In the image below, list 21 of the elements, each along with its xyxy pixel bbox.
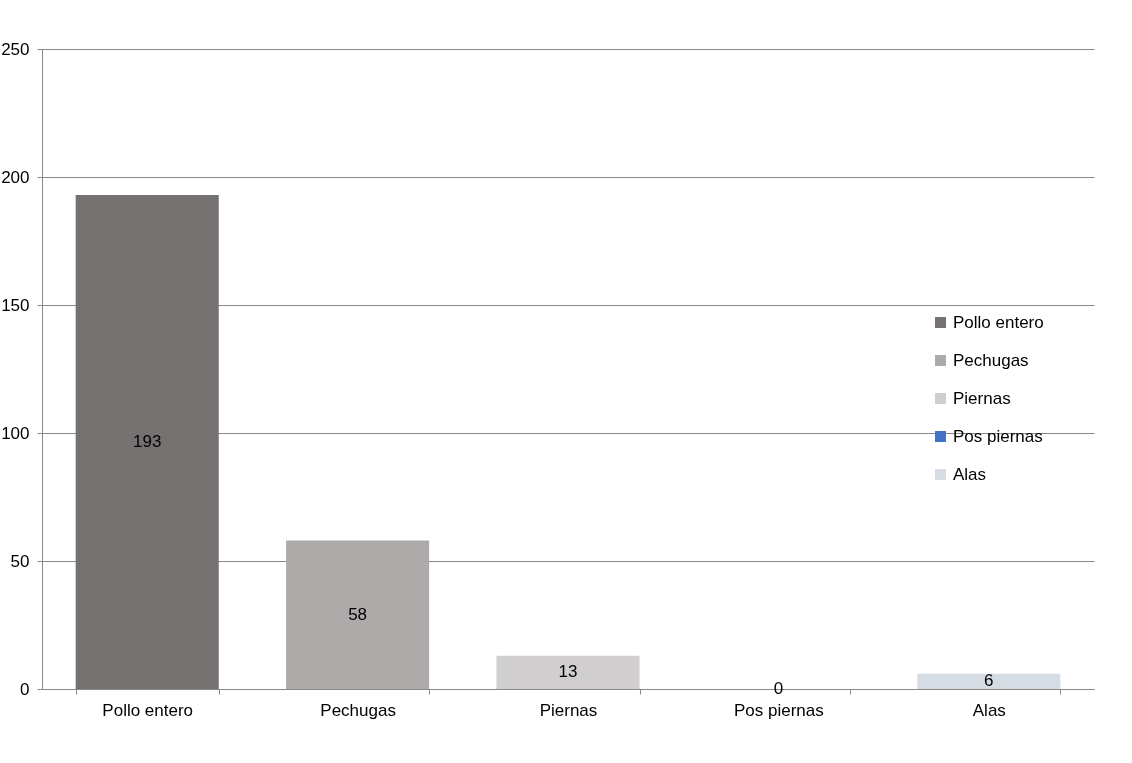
data-label: 193 bbox=[133, 431, 162, 451]
y-tick-label: 250 bbox=[1, 39, 30, 59]
y-tick-label: 200 bbox=[1, 167, 30, 187]
x-tick-label: Alas bbox=[972, 700, 1006, 720]
y-tick-label: 50 bbox=[10, 551, 30, 571]
x-tick-label: Piernas bbox=[539, 700, 598, 720]
y-tick-label: 100 bbox=[1, 423, 30, 443]
data-label: 13 bbox=[558, 662, 578, 682]
x-tick-label: Pos piernas bbox=[734, 700, 824, 720]
data-label: 6 bbox=[984, 671, 994, 691]
x-tick-label: Pollo entero bbox=[102, 700, 194, 720]
y-tick-label: 0 bbox=[20, 679, 30, 699]
data-label: 58 bbox=[348, 604, 368, 624]
legend-label: Piernas bbox=[953, 388, 1011, 408]
legend-label: Pechugas bbox=[953, 350, 1029, 370]
data-label: 0 bbox=[773, 679, 784, 698]
legend-label: Pollo entero bbox=[953, 312, 1044, 332]
legend-label: Alas bbox=[953, 464, 987, 484]
x-tick-label: Pechugas bbox=[320, 700, 396, 720]
y-tick-label: 150 bbox=[1, 295, 30, 315]
legend-label: Pos piernas bbox=[953, 426, 1043, 446]
